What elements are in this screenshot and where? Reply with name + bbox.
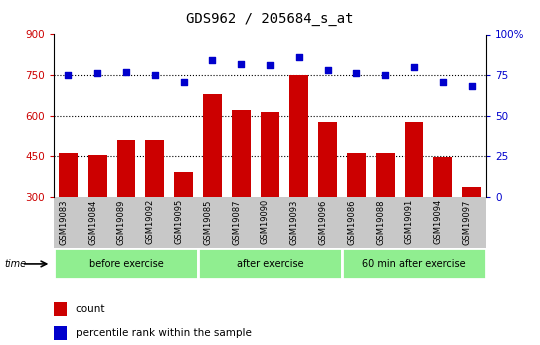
- Text: GSM19083: GSM19083: [59, 199, 69, 245]
- Text: GSM19084: GSM19084: [88, 199, 97, 245]
- Point: [93, 71, 102, 76]
- Point: [179, 79, 188, 84]
- Bar: [88, 155, 106, 197]
- Text: GSM19087: GSM19087: [232, 199, 241, 245]
- Bar: [54, 326, 67, 340]
- Point: [352, 71, 361, 76]
- Text: after exercise: after exercise: [237, 259, 303, 269]
- Bar: [342, 248, 486, 279]
- Text: GSM19095: GSM19095: [174, 199, 184, 245]
- Bar: [347, 154, 366, 197]
- Text: GSM19086: GSM19086: [347, 199, 356, 245]
- Bar: [289, 75, 308, 197]
- Point: [410, 64, 418, 70]
- Text: GSM19088: GSM19088: [376, 199, 385, 245]
- Point: [237, 61, 246, 67]
- Bar: [376, 153, 395, 197]
- Text: GDS962 / 205684_s_at: GDS962 / 205684_s_at: [186, 12, 354, 26]
- Bar: [404, 122, 423, 197]
- Point: [64, 72, 73, 78]
- Bar: [59, 154, 78, 197]
- Text: percentile rank within the sample: percentile rank within the sample: [76, 328, 252, 338]
- Bar: [434, 157, 452, 197]
- Point: [208, 58, 217, 63]
- Point: [122, 69, 130, 75]
- Point: [151, 72, 159, 78]
- Text: 60 min after exercise: 60 min after exercise: [362, 259, 466, 269]
- Point: [438, 79, 447, 84]
- Bar: [54, 302, 67, 316]
- Bar: [232, 110, 251, 197]
- Bar: [203, 94, 222, 197]
- Text: GSM19089: GSM19089: [117, 199, 126, 245]
- Point: [467, 83, 476, 89]
- Text: GSM19093: GSM19093: [290, 199, 299, 245]
- Text: count: count: [76, 304, 105, 314]
- Text: GSM19097: GSM19097: [463, 199, 471, 245]
- Text: GSM19090: GSM19090: [261, 199, 270, 245]
- Bar: [462, 187, 481, 197]
- Bar: [198, 248, 342, 279]
- Bar: [174, 172, 193, 197]
- Bar: [261, 111, 279, 197]
- Text: GSM19092: GSM19092: [146, 199, 155, 245]
- Text: time: time: [4, 259, 26, 269]
- Text: GSM19096: GSM19096: [319, 199, 328, 245]
- Text: GSM19091: GSM19091: [405, 199, 414, 245]
- Point: [323, 67, 332, 73]
- Text: before exercise: before exercise: [89, 259, 164, 269]
- Text: GSM19085: GSM19085: [204, 199, 212, 245]
- Point: [266, 62, 274, 68]
- Bar: [145, 140, 164, 197]
- Bar: [318, 122, 337, 197]
- Bar: [54, 248, 198, 279]
- Point: [294, 55, 303, 60]
- Point: [381, 72, 389, 78]
- Bar: [117, 140, 136, 197]
- Text: GSM19094: GSM19094: [434, 199, 443, 245]
